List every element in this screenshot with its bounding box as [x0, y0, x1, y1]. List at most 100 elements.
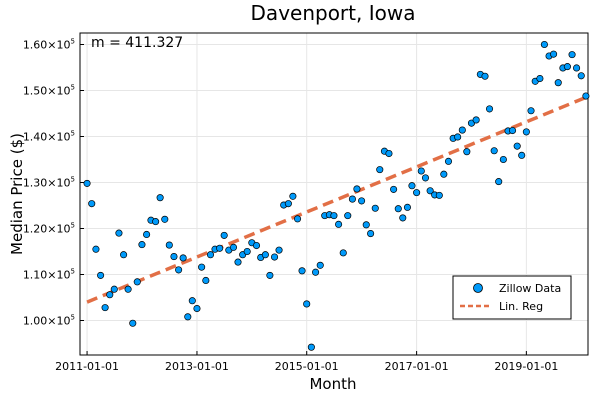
legend-label-linreg: Lin. Reg — [499, 300, 543, 313]
data-point — [143, 230, 151, 239]
data-point — [536, 74, 544, 83]
data-point — [421, 174, 430, 182]
data-point — [444, 157, 453, 165]
data-point — [165, 241, 173, 249]
data-point — [234, 258, 242, 266]
data-point — [298, 267, 306, 275]
data-point — [417, 167, 425, 175]
y-tick-mantissa: 1.40×10 — [23, 131, 71, 144]
data-point — [408, 182, 416, 190]
y-tick-exponent: 5 — [71, 130, 75, 138]
y-tick-label: 1.30×105 — [23, 176, 75, 190]
data-point — [358, 197, 366, 205]
data-point — [440, 170, 448, 178]
data-point — [184, 313, 192, 321]
data-point — [83, 179, 91, 187]
legend-marker-zillow — [473, 283, 483, 293]
data-point — [92, 245, 100, 253]
data-point — [399, 214, 407, 222]
data-point — [243, 247, 251, 256]
regression-line — [86, 95, 587, 304]
y-tick-mantissa: 1.00×10 — [23, 315, 71, 328]
data-point — [179, 254, 187, 262]
data-point — [206, 251, 215, 259]
data-point — [110, 285, 118, 293]
data-point — [362, 221, 370, 229]
data-point — [266, 271, 274, 279]
data-point — [307, 343, 315, 351]
data-point — [554, 79, 562, 87]
data-point — [120, 251, 128, 259]
data-point — [371, 204, 379, 212]
chart-title: Davenport, Iowa — [251, 1, 416, 25]
data-point — [316, 261, 324, 269]
data-point — [330, 212, 338, 220]
legend: Zillow Data Lin. Reg — [452, 275, 572, 320]
data-point — [289, 192, 297, 200]
data-point — [394, 205, 402, 213]
y-tick-label: 1.20×105 — [23, 222, 75, 236]
slope-annotation: m = 411.327 — [91, 35, 183, 51]
data-point — [550, 50, 558, 58]
legend-box — [452, 275, 572, 320]
data-point — [220, 231, 228, 239]
y-tick-exponent: 5 — [71, 268, 75, 276]
data-point — [463, 148, 471, 156]
data-point — [527, 107, 535, 115]
data-point — [577, 72, 585, 80]
y-tick-mantissa: 1.30×10 — [23, 177, 71, 190]
y-tick-label: 1.00×105 — [23, 314, 75, 328]
data-point — [568, 51, 576, 59]
data-point — [133, 278, 141, 286]
y-tick-label: 1.60×105 — [23, 38, 75, 52]
x-tick-label: 2017-01-01 — [385, 360, 449, 373]
data-point — [175, 266, 183, 274]
y-tick-mantissa: 1.10×10 — [23, 269, 71, 282]
data-point — [124, 285, 132, 293]
data-point — [312, 268, 320, 276]
y-tick-exponent: 5 — [71, 38, 75, 46]
data-point — [426, 187, 434, 195]
y-tick-exponent: 5 — [71, 176, 75, 184]
regression-line-segment — [86, 95, 587, 304]
data-point — [385, 149, 393, 158]
y-tick-exponent: 5 — [71, 84, 75, 92]
data-point — [156, 194, 164, 202]
data-point — [88, 200, 96, 208]
grid — [80, 33, 588, 355]
y-tick-mantissa: 1.20×10 — [23, 223, 71, 236]
x-tick-label: 2015-01-01 — [275, 360, 339, 373]
data-point — [458, 126, 466, 134]
data-point — [229, 243, 238, 251]
y-tick-mantissa: 1.60×10 — [23, 39, 71, 52]
y-tick-exponent: 5 — [71, 222, 75, 230]
x-tick-label: 2011-01-01 — [55, 360, 119, 373]
data-point — [216, 244, 224, 252]
data-point — [138, 241, 146, 249]
data-point — [499, 155, 507, 164]
data-point — [413, 189, 421, 197]
data-point — [106, 291, 114, 299]
data-point — [376, 166, 384, 174]
data-point — [573, 64, 581, 72]
data-point — [353, 185, 361, 193]
data-point — [481, 72, 489, 80]
x-axis-label: Month — [309, 375, 356, 393]
data-point — [115, 229, 123, 237]
data-point — [275, 246, 283, 254]
data-point — [193, 304, 201, 313]
data-point — [513, 142, 521, 150]
data-point — [344, 212, 352, 220]
data-point — [485, 105, 494, 113]
data-point — [303, 300, 311, 308]
data-point — [518, 151, 526, 159]
data-point — [582, 92, 590, 100]
data-point — [367, 230, 375, 238]
y-tick-label: 1.10×105 — [23, 268, 75, 282]
data-point — [348, 195, 356, 203]
data-point — [261, 251, 269, 259]
data-point — [202, 276, 210, 285]
data-point — [284, 200, 292, 208]
data-point — [390, 185, 398, 193]
